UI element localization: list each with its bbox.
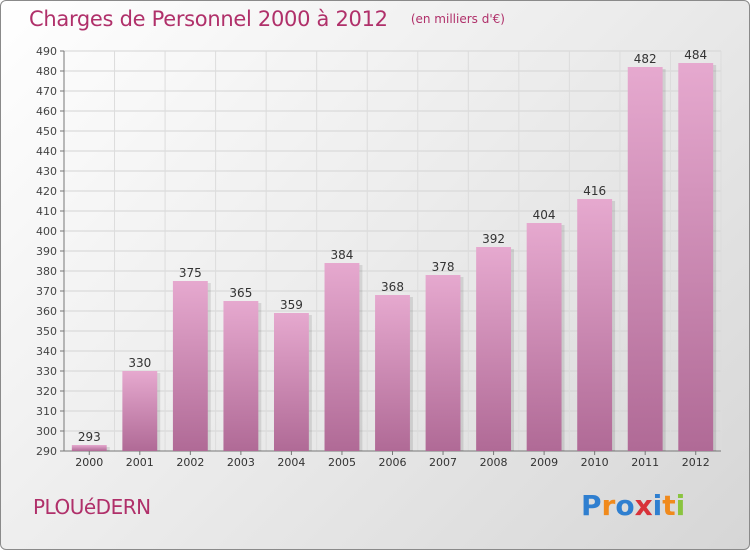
logo-letter: r bbox=[601, 489, 616, 522]
bar-value-label: 375 bbox=[179, 266, 202, 280]
logo-letter: x bbox=[634, 489, 653, 522]
logo-letter: P bbox=[581, 489, 602, 522]
y-tick-label: 490 bbox=[36, 45, 57, 58]
x-tick-label: 2009 bbox=[530, 456, 558, 469]
y-tick-label: 470 bbox=[36, 85, 57, 98]
y-tick-label: 300 bbox=[36, 425, 57, 438]
y-tick-label: 290 bbox=[36, 445, 57, 458]
bar-value-label: 482 bbox=[634, 52, 657, 66]
y-tick-label: 320 bbox=[36, 385, 57, 398]
bar bbox=[122, 371, 158, 451]
y-tick-label: 460 bbox=[36, 105, 57, 118]
bar bbox=[425, 275, 461, 451]
x-tick-label: 2010 bbox=[581, 456, 609, 469]
bar bbox=[526, 223, 562, 451]
y-tick-label: 360 bbox=[36, 305, 57, 318]
bar bbox=[577, 199, 613, 451]
y-tick-label: 440 bbox=[36, 145, 57, 158]
y-tick-label: 410 bbox=[36, 205, 57, 218]
bar-value-label: 416 bbox=[583, 184, 606, 198]
bar-value-label: 484 bbox=[684, 48, 707, 62]
bar bbox=[324, 263, 360, 451]
x-tick-label: 2000 bbox=[75, 456, 103, 469]
bar bbox=[71, 445, 107, 451]
bar-value-label: 359 bbox=[280, 298, 303, 312]
x-tick-label: 2006 bbox=[379, 456, 407, 469]
y-tick-label: 330 bbox=[36, 365, 57, 378]
labels: 290 300 310 320 330 340 350 360 370 380 390 400 410 4… bbox=[36, 45, 710, 469]
bar-value-label: 368 bbox=[381, 280, 404, 294]
logo-letter: t bbox=[662, 489, 676, 522]
chart-subtitle: (en milliers d'€) bbox=[410, 12, 505, 26]
x-tick-label: 2008 bbox=[480, 456, 508, 469]
x-tick-label: 2005 bbox=[328, 456, 356, 469]
x-tick-label: 2007 bbox=[429, 456, 457, 469]
x-tick-label: 2012 bbox=[682, 456, 710, 469]
y-tick-label: 430 bbox=[36, 165, 57, 178]
bar-value-label: 384 bbox=[331, 248, 354, 262]
bar-value-label: 365 bbox=[229, 286, 252, 300]
logo-letter: i bbox=[675, 489, 686, 522]
bar-value-label: 392 bbox=[482, 232, 505, 246]
y-tick-label: 420 bbox=[36, 185, 57, 198]
proxiti-logo: Proxiti bbox=[581, 489, 685, 522]
x-tick-label: 2002 bbox=[176, 456, 204, 469]
bar bbox=[375, 295, 410, 451]
bar bbox=[223, 301, 259, 451]
bar bbox=[476, 247, 512, 451]
bar bbox=[627, 67, 663, 451]
y-tick-label: 450 bbox=[36, 125, 57, 138]
y-tick-label: 390 bbox=[36, 245, 57, 258]
title-row: Charges de Personnel 2000 à 2012 (en mil… bbox=[29, 7, 505, 31]
x-tick-label: 2003 bbox=[227, 456, 255, 469]
chart-title: Charges de Personnel 2000 à 2012 bbox=[29, 7, 388, 31]
y-tick-label: 380 bbox=[36, 265, 57, 278]
x-tick-label: 2011 bbox=[631, 456, 659, 469]
bar bbox=[172, 281, 208, 451]
y-tick-label: 480 bbox=[36, 65, 57, 78]
logo-letter: i bbox=[652, 489, 663, 522]
y-tick-label: 370 bbox=[36, 285, 57, 298]
bar-value-label: 330 bbox=[128, 356, 151, 370]
bar bbox=[273, 313, 309, 451]
x-tick-label: 2001 bbox=[126, 456, 154, 469]
y-tick-label: 350 bbox=[36, 325, 57, 338]
bar-value-label: 293 bbox=[78, 430, 101, 444]
bars bbox=[71, 63, 717, 451]
place-name: PLOUéDERN bbox=[33, 495, 151, 519]
y-tick-label: 340 bbox=[36, 345, 57, 358]
y-tick-label: 400 bbox=[36, 225, 57, 238]
x-tick-label: 2004 bbox=[277, 456, 305, 469]
bar bbox=[678, 63, 714, 451]
logo-letter: o bbox=[615, 489, 635, 522]
y-tick-label: 310 bbox=[36, 405, 57, 418]
bar-value-label: 404 bbox=[533, 208, 556, 222]
bar-value-label: 378 bbox=[432, 260, 455, 274]
